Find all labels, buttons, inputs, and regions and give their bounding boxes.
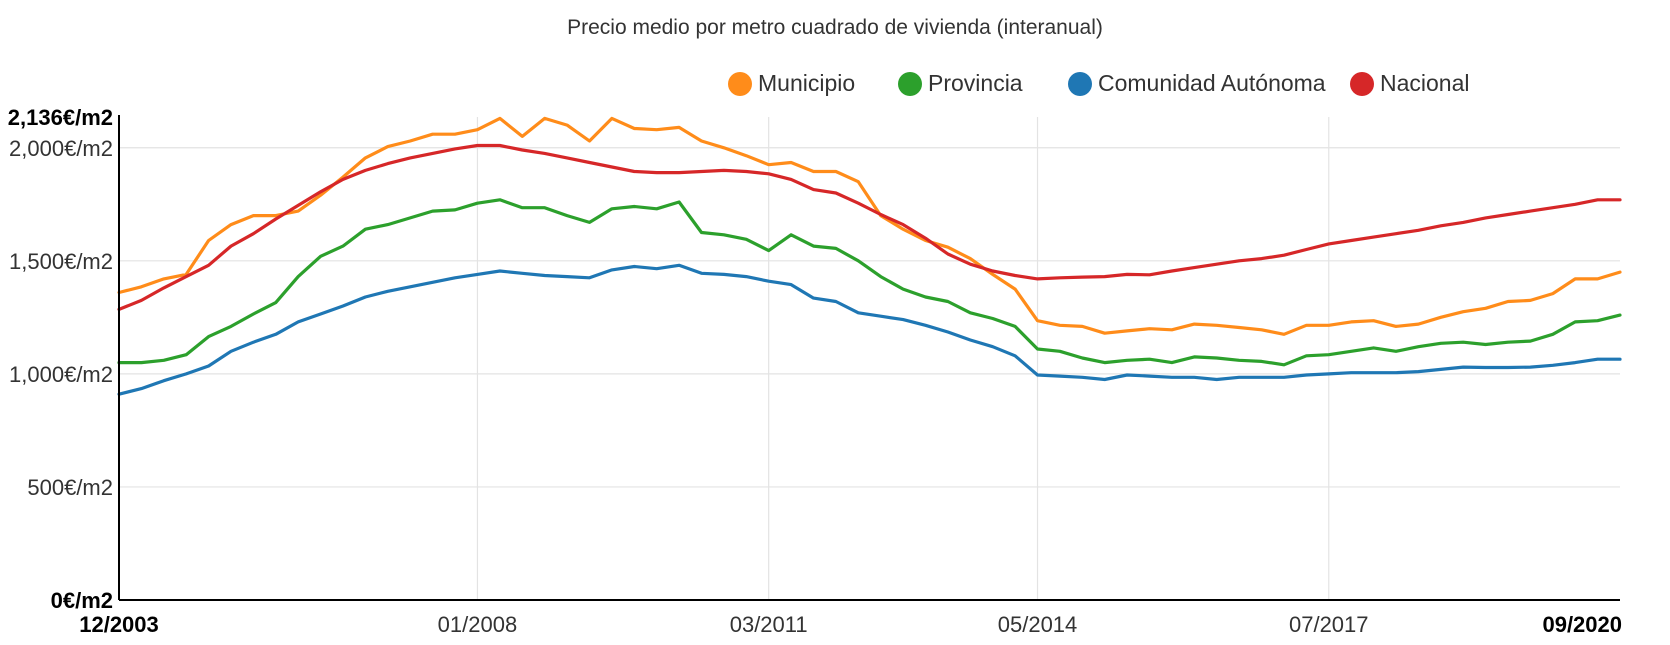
x-tick-label: 01/2008 (438, 612, 518, 637)
series-line-comunidad-autonoma[interactable] (117, 263, 1622, 396)
legend-swatch-municipio (728, 71, 752, 96)
y-tick-label: 2,000€/m2 (9, 136, 113, 161)
series-line-provincia[interactable] (117, 198, 1622, 367)
x-tick-label: 03/2011 (730, 612, 808, 637)
legend-item-provincia[interactable]: Provincia (898, 70, 1023, 97)
x-tick-label: 05/2014 (998, 612, 1078, 637)
legend-swatch-nacional (1350, 71, 1374, 96)
series-line-municipio[interactable] (117, 116, 1622, 336)
series-line-nacional[interactable] (117, 143, 1622, 311)
y-tick-label: 500€/m2 (27, 475, 113, 500)
grid-layer (119, 117, 1620, 600)
x-tick-label: 09/2020 (1542, 612, 1622, 637)
series-layer (117, 116, 1622, 396)
legend-item-nacional[interactable]: Nacional (1350, 70, 1470, 97)
legend-label-comunidad-autonoma: Comunidad Autónoma (1098, 70, 1326, 96)
chart-title: Precio medio por metro cuadrado de vivie… (567, 16, 1103, 39)
y-tick-label: 0€/m2 (51, 588, 113, 613)
legend-label-municipio: Municipio (758, 70, 856, 96)
legend-label-provincia: Provincia (928, 70, 1023, 96)
y-tick-label: 1,000€/m2 (9, 362, 113, 387)
x-tick-label: 12/2003 (79, 612, 159, 637)
legend-item-municipio[interactable]: Municipio (728, 70, 855, 97)
y-tick-label: 2,136€/m2 (8, 105, 113, 130)
legend-swatch-comunidad-autonoma (1068, 71, 1092, 96)
legend-item-comunidad-autonoma[interactable]: Comunidad Autónoma (1068, 70, 1326, 97)
x-tick-label: 07/2017 (1289, 612, 1369, 637)
chart-legend: Municipio Provincia Comunidad Autónoma N… (0, 70, 1670, 100)
legend-swatch-provincia (898, 71, 922, 96)
y-tick-label: 1,500€/m2 (9, 249, 113, 274)
axis-layer: 0€/m2 500€/m2 1,000€/m2 1,500€/m2 2,000€/m2 2… (8, 105, 1622, 637)
legend-label-nacional: Nacional (1380, 70, 1470, 96)
